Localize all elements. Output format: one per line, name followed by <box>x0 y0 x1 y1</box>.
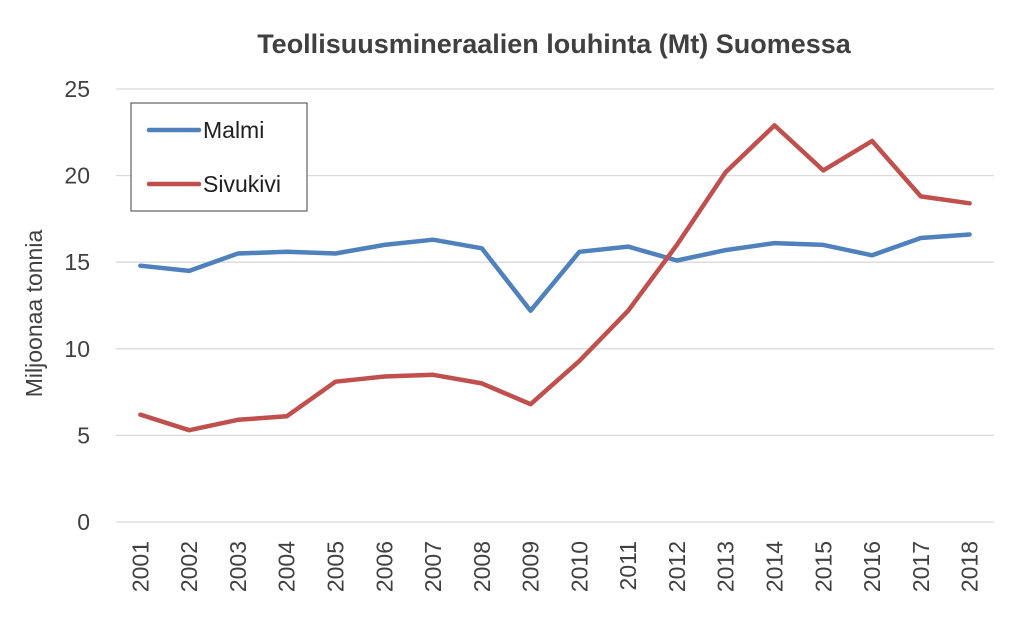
y-tick-label: 5 <box>77 422 90 448</box>
x-tick-label: 2004 <box>274 541 300 592</box>
x-tick-label: 2006 <box>371 541 397 592</box>
chart-title: Teollisuusmineraalien louhinta (Mt) Suom… <box>257 29 852 59</box>
y-tick-label: 10 <box>64 336 90 362</box>
series-line-sivukivi <box>138 123 972 433</box>
x-tick-label: 2011 <box>615 541 641 590</box>
y-tick-label: 15 <box>64 249 90 275</box>
y-tick-label: 20 <box>64 163 90 189</box>
x-tick-label: 2008 <box>469 541 495 592</box>
x-tick-label: 2001 <box>127 541 153 592</box>
x-axis-ticks: 2001 2002 2003 2004 2005 2006 2007 2008 2009 2010… <box>127 541 982 592</box>
series-lines <box>138 123 972 433</box>
x-tick-label: 2017 <box>908 541 934 592</box>
y-axis-title: Miljoonaa tonnia <box>21 230 47 398</box>
x-tick-label: 2015 <box>810 541 836 592</box>
x-tick-label: 2007 <box>420 541 446 592</box>
x-tick-label: 2003 <box>225 541 251 592</box>
legend-label-malmi: Malmi <box>203 117 264 143</box>
y-tick-label: 0 <box>77 509 90 535</box>
x-tick-label: 2013 <box>713 541 739 592</box>
x-tick-label: 2012 <box>664 541 690 592</box>
x-tick-label: 2014 <box>762 541 788 592</box>
y-axis-ticks: 0 5 10 15 20 25 <box>64 76 90 535</box>
legend-box <box>130 102 308 212</box>
x-tick-label: 2018 <box>957 541 983 592</box>
series-line-malmi <box>138 232 972 313</box>
x-tick-label: 2009 <box>518 541 544 592</box>
x-tick-label: 2005 <box>323 541 349 592</box>
x-tick-label: 2016 <box>859 541 885 592</box>
x-tick-label: 2002 <box>176 541 202 592</box>
legend-label-sivukivi: Sivukivi <box>203 171 281 197</box>
legend: Malmi Sivukivi <box>130 102 308 212</box>
y-tick-label: 25 <box>64 76 90 102</box>
x-tick-label: 2010 <box>566 541 592 592</box>
